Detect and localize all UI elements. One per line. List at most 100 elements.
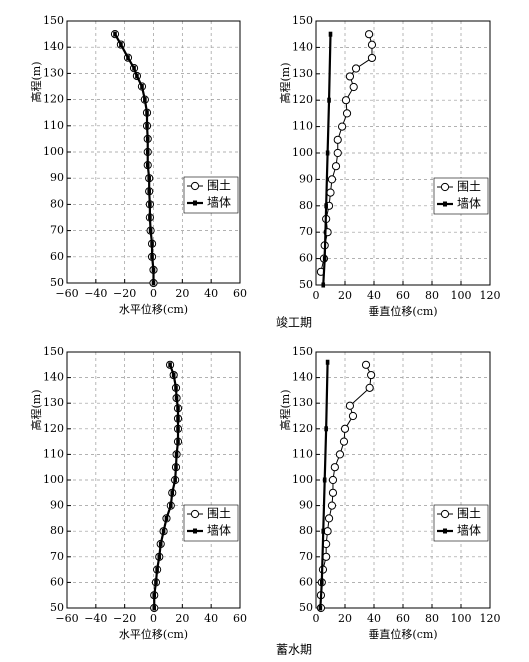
legend-label: 围土 (207, 507, 231, 521)
marker (164, 515, 169, 521)
y-tick-label: 140 (43, 371, 64, 384)
legend-label: 墙体 (207, 524, 231, 538)
marker (168, 362, 172, 368)
marker (151, 267, 156, 273)
marker (349, 82, 358, 92)
series-line (320, 364, 372, 608)
marker (367, 40, 377, 49)
y-tick-label: 110 (292, 447, 313, 460)
marker (320, 579, 324, 585)
marker (150, 254, 154, 260)
chart: 50 60 70 80 90 100 110 120 130 140 150 0 20 40 60 80 100… (278, 345, 501, 641)
y-tick-label: 150 (292, 345, 313, 358)
y-tick-label: 100 (43, 145, 64, 158)
marker (325, 150, 330, 156)
x-tick-label: −20 (113, 287, 136, 300)
marker (147, 175, 151, 181)
y-tick-label: 60 (299, 575, 313, 588)
chart: 50 60 70 80 90 100 110 120 130 140 150 −60 −40 −20 0 20… (29, 14, 247, 316)
y-tick-label: 60 (50, 250, 64, 263)
marker (331, 162, 341, 171)
marker (361, 360, 371, 369)
x-tick-label: 60 (396, 612, 410, 625)
marker (150, 241, 154, 247)
y-tick-label: 100 (292, 473, 313, 486)
x-axis-label: 水平位移(cm) (119, 302, 188, 316)
legend-marker (440, 509, 450, 519)
marker (113, 31, 117, 37)
y-tick-label: 70 (299, 550, 313, 563)
legend-marker (440, 182, 450, 192)
marker (322, 477, 327, 483)
marker (119, 42, 123, 48)
y-tick-label: 70 (50, 224, 64, 237)
marker (145, 162, 150, 168)
marker (367, 53, 377, 63)
marker (169, 503, 173, 509)
legend-marker (190, 181, 200, 191)
marker (324, 514, 334, 523)
y-tick-label: 130 (43, 66, 64, 79)
y-tick-label: 130 (43, 396, 64, 409)
x-tick-label: 20 (338, 289, 352, 302)
marker (171, 372, 176, 378)
marker (176, 439, 180, 445)
x-tick-label: 40 (367, 289, 381, 302)
y-tick-label: 120 (292, 422, 313, 435)
y-axis-label: 高程(m) (278, 62, 292, 103)
marker (328, 31, 333, 37)
x-tick-label: 20 (175, 612, 189, 625)
legend-marker (443, 528, 447, 534)
y-tick-label: 100 (43, 473, 64, 486)
y-tick-label: 140 (292, 371, 313, 384)
marker (327, 501, 337, 510)
x-tick-label: 60 (233, 287, 247, 300)
y-tick-label: 60 (299, 252, 313, 265)
y-tick-label: 50 (299, 601, 313, 614)
y-tick-label: 90 (299, 172, 313, 185)
legend-label: 围土 (457, 180, 481, 194)
y-tick-label: 120 (43, 422, 64, 435)
x-tick-label: 40 (204, 287, 218, 300)
x-tick-label: 120 (480, 612, 501, 625)
y-tick-label: 120 (43, 93, 64, 106)
x-tick-label: 20 (175, 287, 189, 300)
marker (321, 282, 326, 288)
marker (145, 123, 149, 129)
marker (342, 109, 352, 118)
x-tick-label: 120 (480, 289, 501, 302)
y-tick-label: 140 (43, 40, 64, 53)
y-tick-label: 90 (50, 499, 64, 512)
y-tick-label: 130 (292, 396, 313, 409)
x-tick-label: 60 (396, 289, 410, 302)
y-tick-label: 70 (50, 550, 64, 563)
marker (328, 475, 338, 485)
marker (333, 135, 342, 144)
marker (365, 383, 374, 392)
x-tick-label: 0 (150, 612, 157, 625)
marker (126, 55, 130, 61)
marker (323, 527, 332, 536)
caption: 蓄水期 (276, 643, 312, 657)
marker (145, 110, 149, 116)
y-tick-label: 70 (299, 225, 313, 238)
marker (364, 30, 374, 39)
marker (321, 528, 326, 534)
marker (140, 84, 144, 89)
plot-frame (315, 351, 491, 609)
legend-marker (193, 200, 197, 206)
x-tick-label: −60 (55, 287, 78, 300)
y-tick-label: 150 (43, 345, 64, 358)
y-tick-label: 150 (292, 14, 313, 27)
marker (345, 401, 355, 410)
y-tick-label: 50 (299, 278, 313, 291)
marker (327, 175, 337, 184)
legend-label: 围土 (457, 507, 481, 521)
y-tick-label: 140 (292, 40, 313, 53)
x-tick-label: 40 (367, 612, 381, 625)
marker (333, 148, 342, 158)
marker (161, 528, 166, 534)
x-tick-label: 60 (233, 612, 247, 625)
x-tick-label: −60 (55, 612, 78, 625)
